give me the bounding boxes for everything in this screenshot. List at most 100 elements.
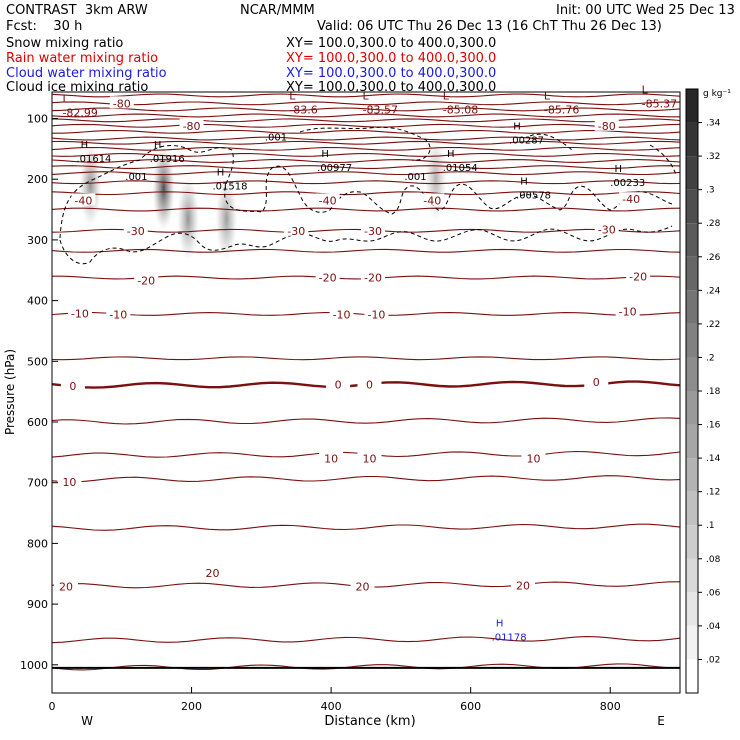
isotherm-3	[52, 523, 680, 531]
temp-label-17: -10	[333, 309, 351, 322]
temp-label-8: -30	[287, 225, 305, 238]
high-center-marker-4: H	[447, 149, 455, 160]
field-snow-name: Snow mixing ratio	[6, 36, 124, 51]
field-cloudice-xy: XY= 100.0,300.0 to 400.0,300.0	[286, 80, 497, 95]
x-tick-label-1: 200	[181, 700, 202, 713]
temp-label-bg-24	[319, 451, 344, 464]
temp-label-3: -40	[74, 194, 92, 207]
header-model: CONTRAST 3km ARW	[6, 3, 148, 18]
ice-contour-2	[299, 126, 431, 161]
colorbar-tick-label-5: .24	[706, 286, 721, 296]
temp-label-15: -10	[71, 307, 89, 320]
colorbar-swatch-11	[686, 458, 698, 492]
temp-label-2: -80	[598, 120, 616, 133]
colorbar-swatch-4	[686, 223, 698, 257]
temp-label-bg-21	[326, 377, 351, 390]
low-center-value-5: -85.37	[642, 97, 677, 110]
temp-label-28: 20	[205, 567, 219, 580]
x-tick-label-2: 400	[321, 700, 342, 713]
high-center-value-7: .00233	[610, 178, 645, 189]
isotherm-8	[52, 356, 680, 361]
temp-label-bg-7	[123, 223, 148, 236]
temp-label-bg-14	[626, 269, 651, 282]
colorbar-tick-label-13: .08	[706, 555, 721, 565]
header-org: NCAR/MMM	[240, 3, 315, 18]
y-tick-label-0: 100	[27, 113, 48, 126]
high-center-value-2: .01518	[212, 181, 247, 192]
temp-label-bg-3	[71, 193, 96, 206]
colorbar-swatch-15	[686, 592, 698, 626]
y-axis-label: Pressure (hPa)	[3, 349, 17, 435]
y-tick-label-8: 900	[27, 598, 48, 611]
temp-label-bg-20	[60, 379, 85, 392]
isotherm-16	[52, 171, 680, 176]
high-center-marker-5: H	[513, 122, 521, 133]
temp-label-4: -40	[319, 194, 337, 207]
isotherm-25	[52, 118, 680, 123]
field-rain-name: Rain water mixing ratio	[6, 51, 159, 66]
high-center-marker-7: H	[614, 164, 622, 175]
y-tick-label-9: 1000	[20, 659, 48, 672]
isotherm-27	[52, 107, 680, 112]
isotherm-26	[52, 113, 680, 118]
x-tick-label-0: 0	[49, 700, 56, 713]
colorbar-swatch-2	[686, 156, 698, 190]
high-center-marker-1: H	[154, 140, 162, 151]
isotherm-21	[52, 140, 680, 145]
isotherm-24	[52, 123, 680, 128]
ice-contour-4	[649, 144, 677, 176]
colorbar-tick-label-12: .1	[706, 521, 715, 531]
colorbar-swatch-12	[686, 491, 698, 526]
ice-contour-3	[529, 133, 573, 151]
colorbar-swatch-5	[686, 256, 698, 291]
colorbar-swatch-9	[686, 391, 698, 425]
temp-label-5: -40	[423, 194, 441, 207]
y-tick-label-7: 800	[27, 537, 48, 550]
temp-label-18: -10	[367, 309, 385, 322]
temp-label-bg-30	[350, 579, 375, 592]
field-snow-xy: XY= 100.0,300.0 to 400.0,300.0	[286, 36, 497, 51]
colorbar-swatch-3	[686, 189, 698, 224]
snow-plume-0	[79, 143, 102, 228]
colorbar-tick-label-8: .18	[706, 387, 721, 397]
low-center-marker-3: L	[443, 89, 450, 102]
isotherm-4	[52, 475, 680, 483]
isotherm-22	[52, 136, 680, 141]
temp-label-bg-10	[594, 222, 619, 235]
temp-label-bg-13	[360, 270, 385, 283]
y-tick-label-6: 700	[27, 477, 48, 490]
isotherm-14	[52, 191, 680, 196]
high-center-value-0: .01614	[76, 154, 111, 165]
ice-value-label-1: .001	[125, 172, 147, 183]
temp-label-16: -10	[109, 309, 127, 322]
temp-label-bg-9	[360, 223, 385, 236]
ice-contour-0	[59, 145, 673, 239]
temp-label-26: 10	[526, 452, 540, 465]
isotherm-17	[52, 165, 680, 170]
y-tick-label-2: 300	[27, 234, 48, 247]
isotherm-18	[52, 159, 680, 163]
temp-label-13: -20	[364, 272, 382, 285]
temp-label-bg-4	[315, 193, 340, 206]
west-label: W	[81, 714, 93, 728]
isotherm-15	[52, 180, 680, 185]
colorbar-tick-label-15: .04	[706, 622, 721, 632]
x-tick-label-4: 800	[600, 700, 621, 713]
temp-label-bg-0	[109, 96, 134, 109]
temp-label-7: -30	[127, 225, 145, 238]
temp-label-bg-19	[615, 304, 640, 317]
colorbar-swatch-13	[686, 525, 698, 559]
temp-label-14: -20	[629, 270, 647, 283]
colorbar-tick-label-9: .16	[706, 421, 721, 431]
colorbar-tick-label-11: .12	[706, 488, 720, 498]
high-center-value-1: .01916	[150, 154, 185, 165]
isotherm-13	[52, 207, 680, 212]
isotherm-29	[52, 93, 680, 98]
colorbar-swatch-14	[686, 558, 698, 593]
high-center-value-4: .01054	[443, 163, 478, 174]
temp-label-10: -30	[598, 224, 616, 237]
temp-label-bg-12	[315, 270, 340, 283]
field-cloudwater-xy: XY= 100.0,300.0 to 400.0,300.0	[286, 66, 497, 81]
temp-label-19: -10	[619, 306, 637, 319]
